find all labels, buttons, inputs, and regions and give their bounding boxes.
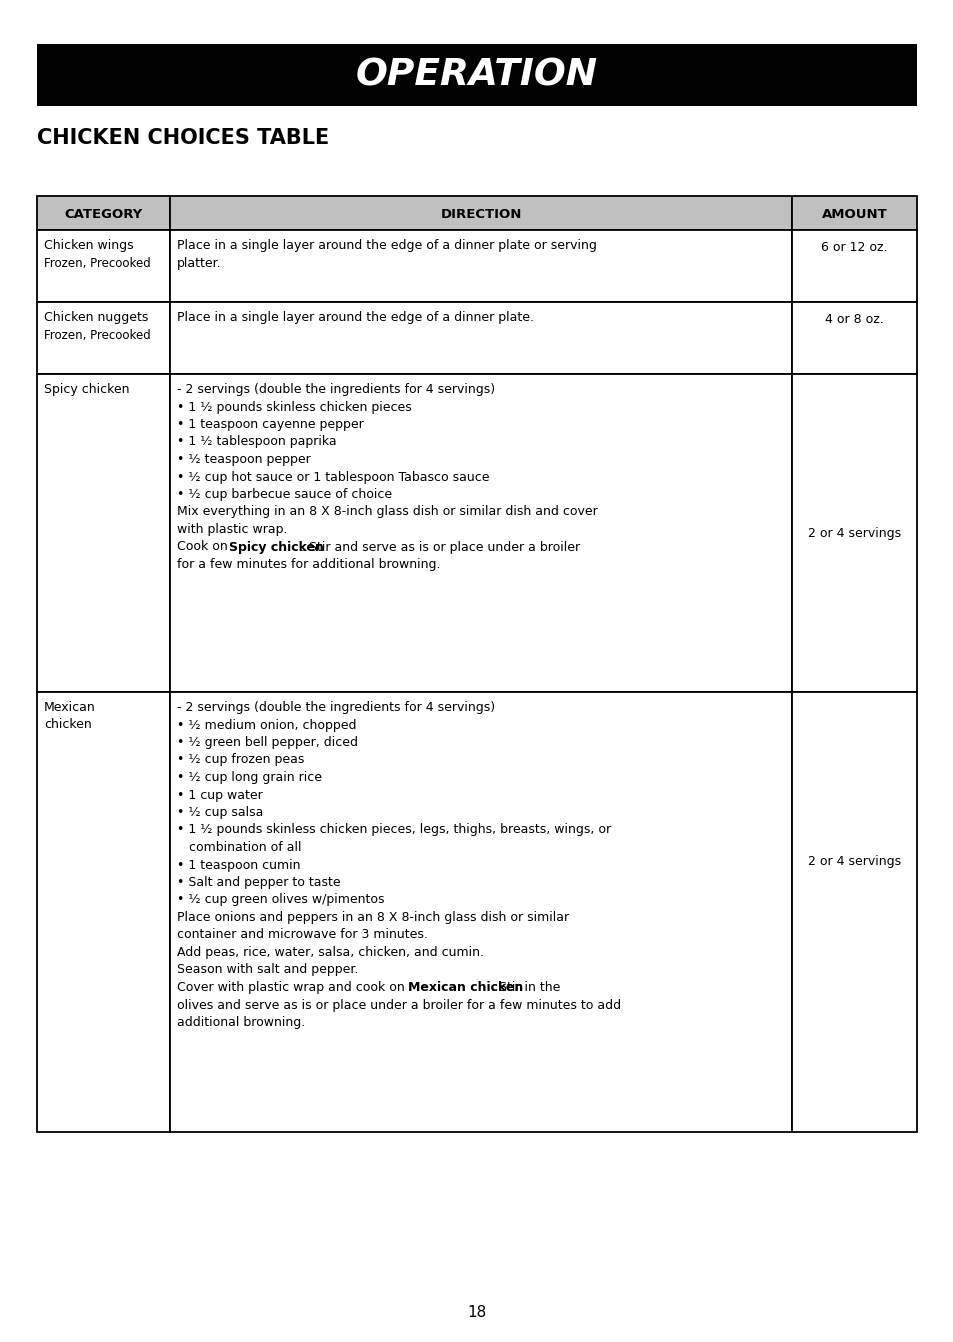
Bar [791, 229, 916, 302]
Text: OPERATION: OPERATION [355, 56, 598, 93]
Text: Add peas, rice, water, salsa, chicken, and cumin.: Add peas, rice, water, salsa, chicken, a… [177, 946, 483, 960]
Bar [37, 229, 170, 302]
Text: olives and serve as is or place under a broiler for a few minutes to add: olives and serve as is or place under a … [177, 998, 620, 1012]
Bar [37, 302, 170, 374]
Text: DIRECTION: DIRECTION [440, 208, 521, 220]
Text: • ½ green bell pepper, diced: • ½ green bell pepper, diced [177, 735, 357, 749]
Text: additional browning.: additional browning. [177, 1016, 305, 1029]
Text: CHICKEN CHOICES TABLE: CHICKEN CHOICES TABLE [37, 127, 329, 148]
Bar [170, 302, 791, 374]
Text: AMOUNT: AMOUNT [821, 208, 886, 220]
Bar [170, 196, 791, 229]
Text: Place in a single layer around the edge of a dinner plate.: Place in a single layer around the edge … [177, 311, 534, 323]
Bar [791, 302, 916, 374]
Text: • 1 teaspoon cumin: • 1 teaspoon cumin [177, 859, 300, 871]
Bar [37, 196, 170, 229]
Text: - 2 servings (double the ingredients for 4 servings): - 2 servings (double the ingredients for… [177, 701, 495, 714]
Text: 6 or 12 oz.: 6 or 12 oz. [821, 242, 887, 254]
Text: Cook on: Cook on [177, 541, 232, 553]
Text: Cover with plastic wrap and cook on: Cover with plastic wrap and cook on [177, 981, 408, 994]
Text: Frozen, Precooked: Frozen, Precooked [44, 329, 151, 341]
Text: container and microwave for 3 minutes.: container and microwave for 3 minutes. [177, 929, 428, 942]
Bar [170, 229, 791, 302]
Text: • ½ cup hot sauce or 1 tablespoon Tabasco sauce: • ½ cup hot sauce or 1 tablespoon Tabasc… [177, 471, 489, 483]
Text: Spicy chicken: Spicy chicken [44, 382, 130, 396]
Bar [170, 374, 791, 692]
Text: 4 or 8 oz.: 4 or 8 oz. [824, 313, 882, 326]
Text: • ½ cup long grain rice: • ½ cup long grain rice [177, 772, 322, 784]
Text: . Stir and serve as is or place under a broiler: . Stir and serve as is or place under a … [301, 541, 579, 553]
Text: Chicken nuggets: Chicken nuggets [44, 311, 149, 323]
Text: 18: 18 [467, 1304, 486, 1321]
Text: • ½ teaspoon pepper: • ½ teaspoon pepper [177, 454, 311, 466]
Text: Mexican chicken: Mexican chicken [408, 981, 522, 994]
Text: for a few minutes for additional browning.: for a few minutes for additional brownin… [177, 558, 440, 570]
Text: • Salt and pepper to taste: • Salt and pepper to taste [177, 876, 340, 888]
Text: platter.: platter. [177, 256, 221, 270]
Text: Mexican: Mexican [44, 701, 95, 714]
Text: Place in a single layer around the edge of a dinner plate or serving: Place in a single layer around the edge … [177, 239, 597, 252]
Bar [37, 44, 916, 106]
Text: . Stir in the: . Stir in the [491, 981, 559, 994]
Text: chicken: chicken [44, 718, 91, 731]
Bar [37, 374, 170, 692]
Text: - 2 servings (double the ingredients for 4 servings): - 2 servings (double the ingredients for… [177, 382, 495, 396]
Bar [37, 692, 170, 1133]
Text: • ½ cup salsa: • ½ cup salsa [177, 807, 263, 819]
Text: combination of all: combination of all [177, 841, 301, 854]
Text: • ½ cup green olives w/pimentos: • ½ cup green olives w/pimentos [177, 894, 384, 906]
Text: • ½ cup frozen peas: • ½ cup frozen peas [177, 753, 304, 766]
Text: Mix everything in an 8 X 8-inch glass dish or similar dish and cover: Mix everything in an 8 X 8-inch glass di… [177, 506, 598, 518]
Bar [170, 692, 791, 1133]
Text: Chicken wings: Chicken wings [44, 239, 133, 252]
Text: Spicy chicken: Spicy chicken [229, 541, 323, 553]
Text: • 1 ½ pounds skinless chicken pieces: • 1 ½ pounds skinless chicken pieces [177, 400, 412, 413]
Text: 2 or 4 servings: 2 or 4 servings [807, 526, 901, 539]
Text: Place onions and peppers in an 8 X 8-inch glass dish or similar: Place onions and peppers in an 8 X 8-inc… [177, 911, 569, 925]
Text: with plastic wrap.: with plastic wrap. [177, 523, 287, 535]
Text: • 1 cup water: • 1 cup water [177, 789, 262, 801]
Bar [791, 196, 916, 229]
Text: • 1 ½ pounds skinless chicken pieces, legs, thighs, breasts, wings, or: • 1 ½ pounds skinless chicken pieces, le… [177, 824, 611, 836]
Text: • 1 ½ tablespoon paprika: • 1 ½ tablespoon paprika [177, 436, 336, 448]
Text: CATEGORY: CATEGORY [64, 208, 143, 220]
Text: 2 or 4 servings: 2 or 4 servings [807, 855, 901, 868]
Bar [791, 374, 916, 692]
Text: • ½ cup barbecue sauce of choice: • ½ cup barbecue sauce of choice [177, 488, 392, 501]
Bar [791, 692, 916, 1133]
Text: • ½ medium onion, chopped: • ½ medium onion, chopped [177, 718, 356, 731]
Text: Season with salt and pepper.: Season with salt and pepper. [177, 964, 358, 977]
Text: Frozen, Precooked: Frozen, Precooked [44, 256, 151, 270]
Text: • 1 teaspoon cayenne pepper: • 1 teaspoon cayenne pepper [177, 417, 363, 431]
